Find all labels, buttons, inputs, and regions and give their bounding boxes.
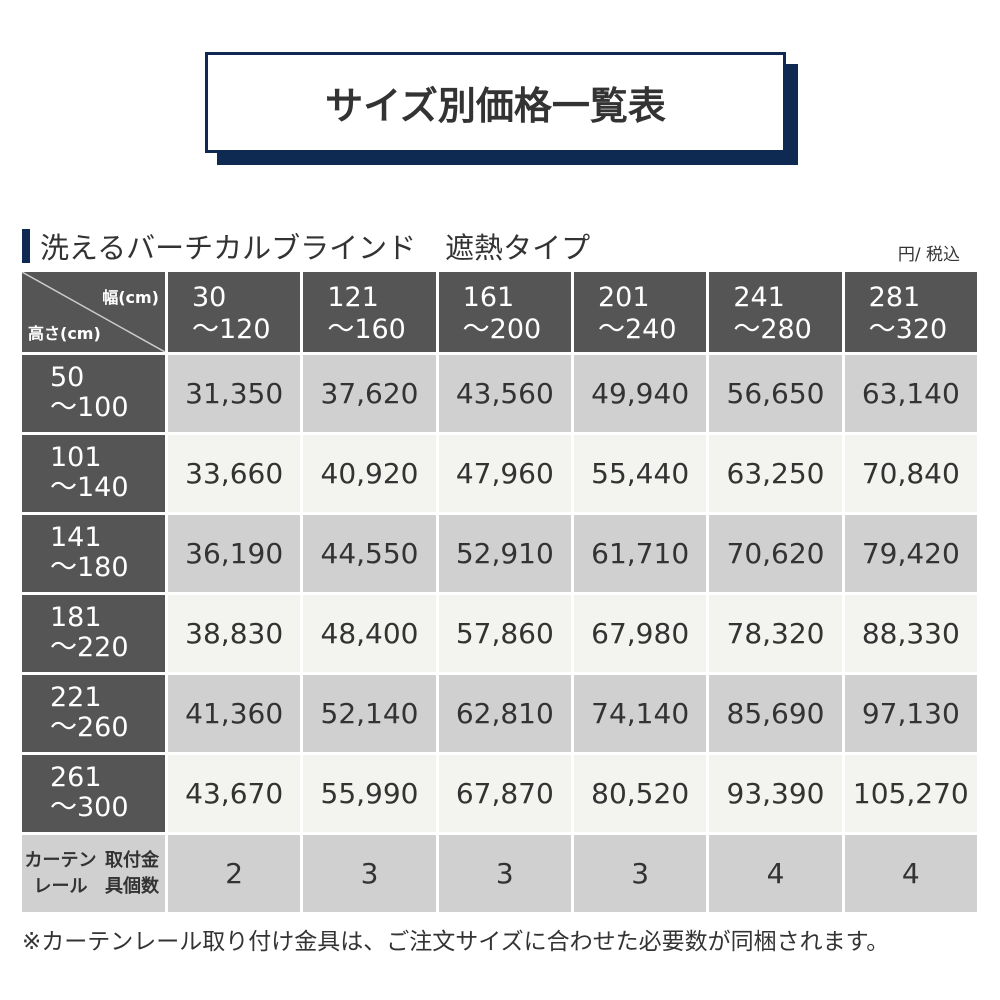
price-cell: 62,810 (438, 675, 571, 752)
bracket-label: 取付金具個数 (105, 849, 159, 897)
range-end: ～320 (868, 314, 948, 345)
price-cell: 36,190 (168, 515, 301, 592)
unit-label: 円/ 税込 (897, 245, 960, 265)
price-cell: 61,710 (573, 515, 707, 592)
price-cell: 33,660 (168, 435, 301, 512)
price-cell: 97,130 (844, 675, 977, 752)
price-cell: 67,980 (573, 595, 707, 672)
range-end: ～140 (50, 472, 129, 503)
column-header: 161 ～200 (438, 272, 571, 352)
range-start: 121 (327, 282, 379, 313)
price-cell: 70,840 (844, 435, 977, 512)
price-cell: 52,910 (438, 515, 571, 592)
bracket-count-cell: 3 (438, 835, 571, 912)
price-cell: 38,830 (168, 595, 301, 672)
price-cell: 49,940 (573, 355, 707, 432)
range-start: 221 (50, 682, 102, 713)
range-end: ～300 (50, 792, 129, 823)
price-cell: 57,860 (438, 595, 571, 672)
range-start: 241 (733, 282, 785, 313)
price-cell: 85,690 (709, 675, 842, 752)
column-header: 201 ～240 (573, 272, 707, 352)
range-start: 181 (50, 602, 102, 633)
height-label: 高さ(cm) (28, 324, 101, 343)
width-label: 幅(cm) (102, 288, 159, 307)
section-heading: 洗えるバーチカルブラインド 遮熱タイプ (22, 226, 590, 266)
price-cell: 79,420 (844, 515, 977, 592)
row-header: 101 ～140 (22, 435, 165, 512)
price-cell: 63,250 (709, 435, 842, 512)
range-start: 30 (192, 282, 227, 313)
range-start: 261 (50, 762, 102, 793)
range-start: 281 (868, 282, 921, 313)
price-cell: 52,140 (303, 675, 436, 752)
price-cell: 40,920 (303, 435, 436, 512)
price-cell: 55,440 (573, 435, 707, 512)
range-start: 201 (597, 282, 650, 313)
bracket-count-cell: 4 (844, 835, 977, 912)
bracket-count-cell: 3 (573, 835, 707, 912)
range-end: ～160 (327, 314, 406, 345)
footnote: ※カーテンレール取り付け金具は、ご注文サイズに合わせた必要数が同梱されます。 (22, 929, 890, 955)
section-bar (22, 229, 30, 263)
price-cell: 63,140 (844, 355, 977, 432)
range-start: 161 (462, 282, 515, 313)
range-end: ～180 (50, 552, 129, 583)
price-cell: 31,350 (168, 355, 301, 432)
range-start: 141 (50, 522, 102, 553)
column-header: 241 ～280 (709, 272, 842, 352)
corner-cell: 幅(cm) 高さ(cm) (22, 272, 165, 352)
range-start: 50 (50, 362, 85, 393)
row-header: 141 ～180 (22, 515, 165, 592)
price-cell: 56,650 (709, 355, 842, 432)
price-cell: 80,520 (573, 755, 707, 832)
column-header: 30 ～120 (168, 272, 301, 352)
row-header: 261 ～300 (22, 755, 165, 832)
range-end: ～260 (50, 712, 129, 743)
diagonal-line (22, 272, 165, 352)
row-header: 50 ～100 (22, 355, 165, 432)
range-end: ～240 (597, 314, 677, 345)
range-end: ～100 (50, 392, 129, 423)
price-cell: 88,330 (844, 595, 977, 672)
bracket-count-cell: 3 (303, 835, 436, 912)
price-table: 幅(cm) 高さ(cm) 30 ～120 121 ～160 161 ～200 201 ～240… (22, 272, 977, 912)
page-title: サイズ別価格一覧表 (205, 52, 786, 153)
price-cell: 43,670 (168, 755, 301, 832)
range-end: ～280 (733, 314, 812, 345)
price-cell: 74,140 (573, 675, 707, 752)
bracket-count-cell: 2 (168, 835, 301, 912)
price-cell: 41,360 (168, 675, 301, 752)
row-header: 181 ～220 (22, 595, 165, 672)
section-title: 洗えるバーチカルブラインド 遮熱タイプ (40, 231, 591, 265)
column-header: 121 ～160 (303, 272, 436, 352)
range-end: ～200 (462, 314, 542, 345)
price-cell: 93,390 (709, 755, 842, 832)
price-cell: 44,550 (303, 515, 436, 592)
price-cell: 105,270 (844, 755, 977, 832)
column-header: 281 ～320 (844, 272, 977, 352)
range-end: ～120 (192, 314, 271, 345)
range-end: ～220 (50, 632, 129, 663)
bracket-label: カーテンレール (24, 849, 97, 897)
bracket-count-cell: 4 (709, 835, 842, 912)
price-cell: 70,620 (709, 515, 842, 592)
range-start: 101 (50, 442, 102, 473)
row-header: 221 ～260 (22, 675, 165, 752)
bracket-row-header: カーテンレール 取付金具個数 (22, 835, 165, 912)
price-cell: 78,320 (709, 595, 842, 672)
price-cell: 43,560 (438, 355, 571, 432)
price-cell: 47,960 (438, 435, 571, 512)
price-cell: 37,620 (303, 355, 436, 432)
price-cell: 55,990 (303, 755, 436, 832)
price-cell: 48,400 (303, 595, 436, 672)
price-cell: 67,870 (438, 755, 571, 832)
